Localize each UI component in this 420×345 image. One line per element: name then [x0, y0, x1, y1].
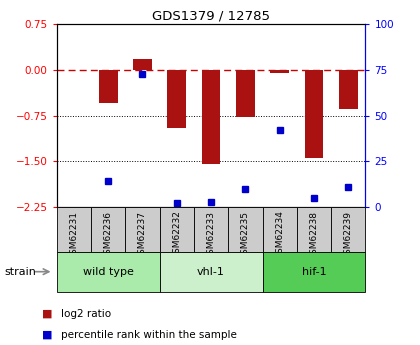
Bar — [202, 70, 220, 164]
Title: GDS1379 / 12785: GDS1379 / 12785 — [152, 10, 270, 23]
Bar — [133, 59, 152, 70]
Text: GSM62236: GSM62236 — [104, 210, 113, 259]
Bar — [125, 207, 160, 252]
Text: GSM62239: GSM62239 — [344, 210, 353, 259]
Text: wild type: wild type — [83, 267, 134, 277]
Bar — [57, 207, 91, 252]
Text: vhl-1: vhl-1 — [197, 267, 225, 277]
Text: hif-1: hif-1 — [302, 267, 326, 277]
Bar — [262, 207, 297, 252]
Text: ■: ■ — [42, 330, 52, 339]
Bar — [270, 70, 289, 73]
Bar — [160, 207, 194, 252]
Bar — [297, 207, 331, 252]
Text: GSM62234: GSM62234 — [275, 210, 284, 259]
Bar — [331, 207, 365, 252]
Text: strain: strain — [4, 267, 36, 277]
Bar — [194, 207, 228, 252]
Text: percentile rank within the sample: percentile rank within the sample — [61, 330, 237, 339]
Bar — [339, 70, 358, 109]
Text: GSM62238: GSM62238 — [310, 210, 318, 259]
Text: GSM62237: GSM62237 — [138, 210, 147, 259]
Text: GSM62233: GSM62233 — [207, 210, 215, 259]
Text: log2 ratio: log2 ratio — [61, 309, 111, 319]
Bar — [167, 70, 186, 128]
Text: GSM62235: GSM62235 — [241, 210, 250, 259]
Text: ■: ■ — [42, 309, 52, 319]
Bar — [236, 70, 255, 117]
Bar — [228, 207, 262, 252]
Text: GSM62231: GSM62231 — [69, 210, 79, 259]
Bar — [57, 252, 160, 292]
Text: GSM62232: GSM62232 — [172, 210, 181, 259]
Bar — [91, 207, 125, 252]
Bar — [99, 70, 118, 104]
Bar — [304, 70, 323, 158]
Bar — [160, 252, 262, 292]
Bar — [262, 252, 365, 292]
